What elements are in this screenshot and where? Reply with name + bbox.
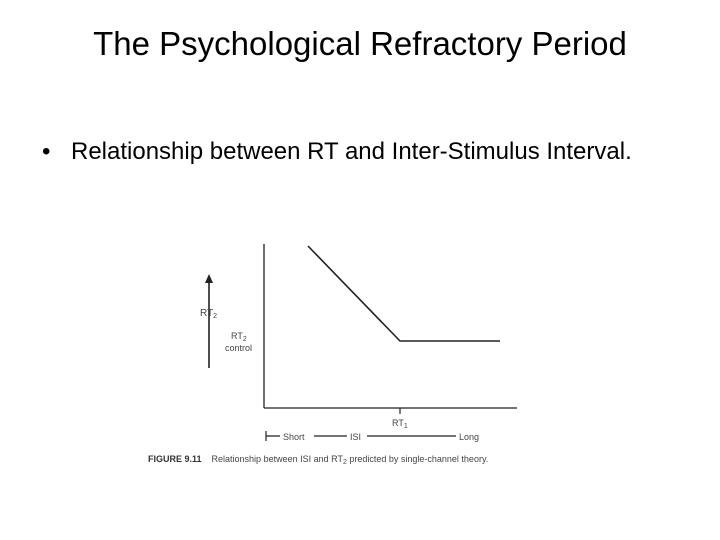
figure-svg: RT2 RT2 control RT1 Short ISI [148,244,517,466]
isi-label-bg [347,429,367,443]
series-line [307,245,500,342]
control-label-line2: control [225,343,252,353]
bullet-icon: • [42,138,51,165]
figure-caption: FIGURE 9.11 Relationship between ISI and … [148,454,488,466]
bullet-text: Relationship between RT and Inter-Stimul… [71,138,632,165]
rt1-label: RT1 [392,418,408,430]
figure: RT2 RT2 control RT1 Short ISI [140,238,580,470]
y-axis-label: RT2 [200,308,217,320]
short-label-bg [280,429,314,443]
x-long-label: Long [459,432,479,442]
control-label-line1: RT2 [231,331,247,343]
x-short-label: Short [283,432,305,442]
y-arrow-head-icon [205,274,213,283]
slide-title: The Psychological Refractory Period [93,25,627,62]
long-label-bg [456,429,484,443]
x-isi-label: ISI [350,432,361,442]
